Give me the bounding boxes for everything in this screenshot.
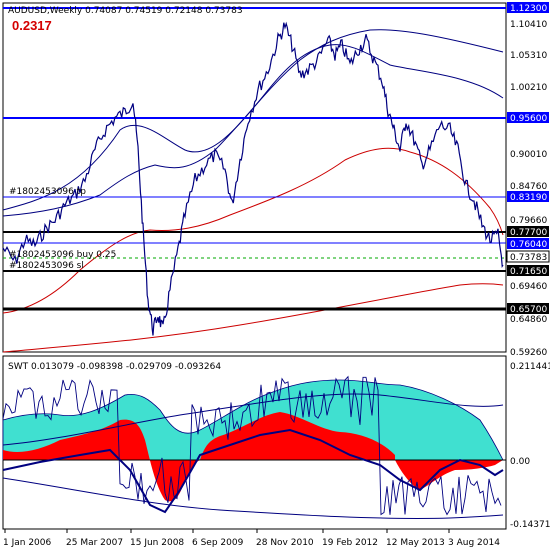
price-label: 0.84760 — [510, 182, 547, 192]
order-tag-sl: #1802453096 sl — [9, 261, 84, 271]
level-label-bg — [507, 226, 549, 237]
price-label: 0.69460 — [510, 282, 547, 292]
time-label: 19 Feb 2012 — [322, 538, 378, 548]
time-axis: 1 Jan 2006 25 Mar 2007 15 Jun 2008 6 Sep… — [3, 529, 500, 548]
level-label-bg — [507, 191, 549, 202]
level-label: 0.65700 — [510, 305, 547, 315]
indicator-header: SWT 0.013079 -0.098398 -0.029709 -0.0932… — [8, 362, 221, 372]
ma-very-long-red — [2, 283, 504, 353]
level-label-bg — [507, 303, 549, 314]
indicator-envelope — [2, 393, 504, 446]
level-label: 0.73783 — [510, 253, 547, 263]
time-label: 3 Aug 2014 — [448, 538, 500, 548]
level-label: 0.71650 — [510, 267, 547, 277]
price-label: 1.00210 — [510, 83, 547, 93]
level-label: 1.12300 — [510, 4, 547, 14]
level-label-bg — [507, 112, 549, 123]
oscillator-slow-line — [2, 428, 504, 514]
ma-long-navy — [2, 29, 504, 217]
level-label-bg — [507, 2, 549, 13]
main-panel — [2, 2, 507, 353]
price-label: 0.64860 — [510, 315, 547, 325]
price-axis: 1.10410 1.05310 1.00210 0.90010 0.84760 … — [510, 20, 547, 358]
price-label: 1.05310 — [510, 51, 547, 61]
indicator-label: 0.211441 — [510, 362, 550, 372]
level-label: 0.77700 — [510, 228, 547, 238]
main-header: AUDUSD,Weekly 0.74087 0.74519 0.72148 0.… — [8, 6, 243, 16]
level-label-bg — [507, 265, 549, 276]
ma-short-navy — [2, 44, 504, 211]
order-tag-buy: #1802453096 buy 0.25 — [9, 250, 116, 260]
red-area — [3, 412, 503, 502]
time-label: 6 Sep 2009 — [192, 538, 244, 548]
indicator-lower-band — [2, 477, 504, 519]
order-tag-tp: #1802453096 tp — [9, 187, 86, 197]
time-label: 28 Nov 2010 — [256, 538, 314, 548]
price-label: 0.59260 — [510, 348, 547, 358]
level-label: 0.76040 — [510, 240, 547, 250]
level-label: 0.83190 — [510, 193, 547, 203]
indicator-axis: 0.211441 0.00 -0.143712 — [510, 362, 550, 530]
time-label: 25 Mar 2007 — [66, 538, 123, 548]
level-labels: 1.12300 0.95600 0.83190 0.77700 0.76040 … — [506, 2, 550, 315]
time-label: 15 Jun 2008 — [130, 538, 184, 548]
indicator-label: 0.00 — [510, 457, 530, 467]
level-label: 0.95600 — [510, 114, 547, 124]
big-value: 0.2317 — [12, 18, 52, 33]
level-label-bg — [507, 238, 549, 249]
price-line — [2, 21, 504, 336]
indicator-label: -0.143712 — [510, 520, 550, 530]
price-label: 0.90010 — [510, 150, 547, 160]
level-label-bg — [506, 250, 550, 263]
time-label: 1 Jan 2006 — [3, 538, 51, 548]
price-label: 1.10410 — [510, 20, 547, 30]
price-label: 0.79660 — [510, 216, 547, 226]
time-label: 12 May 2013 — [386, 538, 445, 548]
ma-red — [2, 147, 504, 314]
